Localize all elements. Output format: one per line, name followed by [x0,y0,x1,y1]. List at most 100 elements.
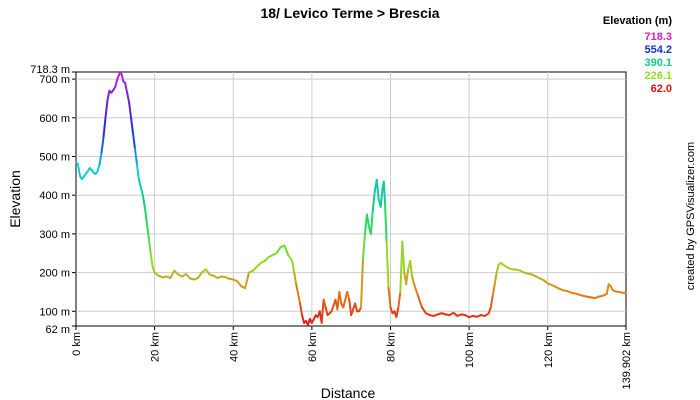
profile-segment [417,294,423,309]
profile-segment [275,246,282,255]
x-tick-label: 100 km [464,332,476,368]
legend-entry: 554.2 [644,44,672,56]
profile-segment [301,314,306,324]
profile-segment [409,259,414,278]
y-tick-label: 300 m [39,229,70,241]
profile-segment [104,99,109,119]
profile-segment [361,232,366,261]
profile-segment [324,306,329,317]
x-tick-label: 0 km [71,332,83,356]
profile-segment [128,101,133,119]
profile-segment [114,78,119,88]
x-tick-label: 120 km [543,332,555,368]
profile-segment [236,280,243,288]
profile-segment [401,240,406,274]
profile-segment [310,314,317,324]
profile-segment [137,178,142,189]
x-axis-ticks: 0 km 20 km 40 km 60 km 80 km 100 km 120 km 139.… [71,326,633,389]
profile-segment [338,290,343,305]
profile-segment [141,194,146,208]
profile-segment [145,221,150,239]
profile-segment [371,190,376,212]
profile-segment [96,163,101,173]
y-axis-label: Elevation [7,170,23,228]
profile-segment [375,178,380,201]
profile-segment [293,271,298,286]
y-tick-label: 600 m [39,113,70,125]
legend-entry: 226.1 [644,70,672,82]
profile-segment [133,147,138,166]
elevation-profile-line [75,71,627,326]
profile-segment [411,275,416,286]
profile-segment [132,132,136,150]
profile-segment [204,268,211,276]
profile-segment [495,263,500,274]
profile-segment [369,209,374,235]
y-axis-ticks: 62 m 100 m 200 m 300 m 400 m 500 m 600 m 700 m7… [30,64,76,336]
profile-segment [287,254,294,262]
profile-segment [106,89,111,102]
chart-title: 18/ Levico Terme > Brescia [260,5,439,21]
profile-segment [397,290,402,309]
profile-segment [291,259,296,274]
profile-segment [149,252,154,268]
profile-segment [387,287,392,309]
plot-area [75,71,627,327]
profile-segment [348,298,353,317]
profile-segment [147,236,152,255]
x-tick-label: 60 km [307,332,319,362]
profile-segment [385,240,390,290]
profile-segment [283,244,290,257]
profile-segment [605,283,610,295]
profile-segment [330,298,337,313]
profile-segment [493,271,498,286]
profile-segment [126,91,131,104]
y-tick-label: 200 m [39,268,70,280]
profile-segment [413,283,420,297]
profile-segment [382,180,386,204]
profile-segment [487,306,492,315]
profile-segment [420,306,427,315]
profile-segment [405,267,410,286]
profile-segment [299,302,304,317]
legend-entry: 62.0 [651,83,672,95]
profile-segment [491,283,496,297]
profile-segment [124,81,129,94]
profile-segment [244,271,250,290]
profile-segment [365,213,370,228]
profile-segment [379,186,384,208]
profile-segment [143,205,148,224]
legend-entry: 718.3 [644,31,672,43]
x-tick-label: 20 km [150,332,162,362]
profile-segment [130,116,134,135]
x-tick-label: 80 km [386,332,398,362]
profile-segment [489,294,494,309]
x-tick-label: 139.902 km [621,332,633,389]
y-tick-label: 100 m [39,306,70,318]
y-tick-label: 400 m [39,190,70,202]
profile-segment [350,302,357,317]
credit-text: created by GPSVisualizer.com [685,142,697,290]
profile-segment [322,298,327,309]
profile-segment [196,271,203,280]
profile-segment [360,258,364,309]
profile-segment [354,302,359,313]
profile-segment [295,283,302,305]
profile-segment [342,290,349,309]
x-tick-label: 40 km [228,332,240,362]
profile-segment [135,163,140,181]
profile-segment [395,306,400,319]
profile-segment [82,170,89,178]
profile-segment [346,290,351,301]
profile-segment [169,269,176,280]
legend-entry: 390.1 [644,57,672,69]
y-tick-label: 500 m [39,151,70,163]
profile-segment [100,136,105,154]
profile-segment [98,151,103,166]
profile-segment [320,298,325,324]
x-axis-label: Distance [321,385,376,400]
profile-segment [384,201,388,243]
y-tick-label: 62 m [46,324,70,336]
